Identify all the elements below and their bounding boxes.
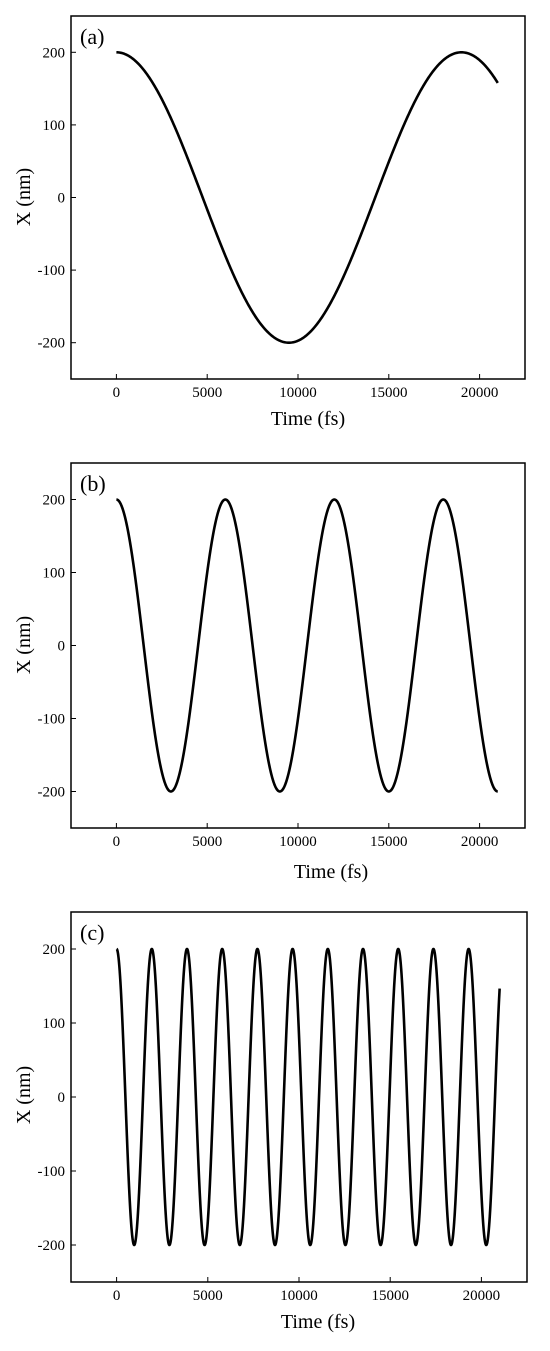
y-tick-label: 0 — [58, 1090, 66, 1106]
panel-a: (a) Time (fs) X (nm) 0 5000 10000 15000 2000… — [13, 15, 526, 430]
y-tick-label: 100 — [43, 566, 66, 582]
x-axis-label: Time (fs) — [294, 861, 368, 883]
y-tick-label: -200 — [38, 336, 66, 352]
x-tick-label: 15000 — [371, 1288, 409, 1304]
y-tick-label: -100 — [38, 263, 66, 279]
panel-label: (c) — [80, 920, 104, 945]
y-tick-label: -100 — [38, 1164, 66, 1180]
x-tick-label: 10000 — [279, 385, 317, 401]
series-line — [116, 51, 499, 344]
y-axis-label: X (nm) — [13, 616, 35, 674]
x-tick-label: 15000 — [370, 834, 408, 850]
x-tick-label: 20000 — [461, 385, 499, 401]
y-tick-label: -200 — [38, 1238, 66, 1254]
y-axis-label: X (nm) — [13, 1066, 35, 1124]
series-line — [115, 947, 501, 1247]
axis-ticks: 0 5000 10000 15000 20000 200 100 0 -100 -200 — [38, 493, 499, 851]
x-tick-label: 0 — [113, 834, 121, 850]
series-line — [115, 498, 499, 793]
x-tick-label: 10000 — [280, 1288, 318, 1304]
y-tick-label: 200 — [43, 45, 66, 61]
x-tick-label: 10000 — [279, 834, 317, 850]
x-tick-label: 0 — [113, 1288, 121, 1304]
x-tick-label: 5000 — [193, 1288, 223, 1304]
x-tick-label: 20000 — [463, 1288, 501, 1304]
axis-ticks: 0 5000 10000 15000 20000 200 100 0 -100 -200 — [38, 942, 501, 1304]
y-tick-label: 100 — [43, 1016, 66, 1032]
y-tick-label: 200 — [43, 493, 66, 509]
x-tick-label: 20000 — [461, 834, 499, 850]
panel-b: (b) Time (fs) X (nm) 0 5000 10000 15000 2000… — [13, 462, 526, 883]
y-tick-label: 0 — [58, 191, 66, 207]
axis-ticks: 0 5000 10000 15000 20000 200 100 0 -100 -200 — [38, 45, 499, 401]
panel-label: (b) — [80, 471, 106, 496]
y-tick-label: -100 — [38, 712, 66, 728]
y-tick-label: -200 — [38, 785, 66, 801]
panel-label: (a) — [80, 24, 104, 49]
y-tick-label: 100 — [43, 118, 66, 134]
panel-c: (c) Time (fs) X (nm) 0 5000 10000 15000 2000… — [13, 911, 528, 1333]
y-tick-label: 0 — [58, 639, 66, 655]
x-tick-label: 5000 — [192, 834, 222, 850]
plot-frame — [70, 15, 526, 380]
x-tick-label: 5000 — [192, 385, 222, 401]
y-tick-label: 200 — [43, 942, 66, 958]
x-tick-label: 15000 — [370, 385, 408, 401]
x-axis-label: Time (fs) — [271, 408, 345, 430]
plot-frame — [70, 462, 526, 829]
x-tick-label: 0 — [113, 385, 121, 401]
y-axis-label: X (nm) — [13, 168, 35, 226]
x-axis-label: Time (fs) — [281, 1311, 355, 1333]
